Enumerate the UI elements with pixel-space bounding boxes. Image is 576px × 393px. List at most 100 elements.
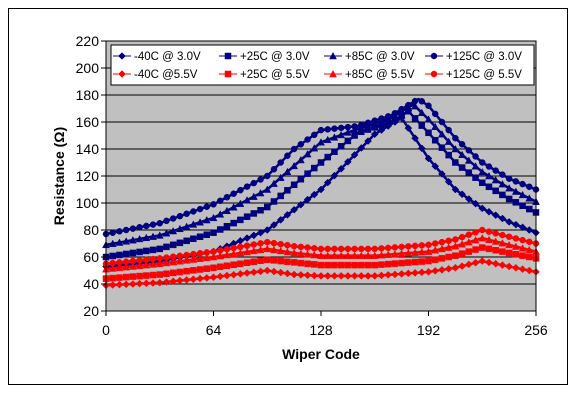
data-point xyxy=(196,274,204,283)
legend-item: +25C @ 3.0V xyxy=(219,51,310,63)
data-point xyxy=(512,178,520,185)
data-point xyxy=(142,233,151,242)
data-point xyxy=(210,201,217,208)
series-85c-5-5v xyxy=(102,234,540,273)
data-point xyxy=(149,260,157,268)
data-point xyxy=(499,191,506,199)
data-point xyxy=(163,243,170,251)
data-point xyxy=(216,226,224,233)
data-point xyxy=(276,173,285,181)
data-point xyxy=(391,270,399,279)
data-point xyxy=(283,167,292,176)
data-point xyxy=(485,228,493,235)
y-tick-label: 200 xyxy=(76,60,100,76)
data-point xyxy=(390,250,399,258)
data-point xyxy=(202,253,211,262)
data-point xyxy=(109,252,116,260)
data-point xyxy=(183,251,190,259)
data-point xyxy=(499,171,506,178)
data-point xyxy=(471,162,480,170)
data-point xyxy=(491,211,500,220)
data-point xyxy=(377,251,386,259)
data-point xyxy=(464,156,473,164)
data-point xyxy=(116,251,123,259)
data-point xyxy=(297,259,305,267)
data-point xyxy=(323,178,332,187)
data-point xyxy=(444,264,453,273)
data-point xyxy=(236,199,245,207)
data-point xyxy=(216,263,224,271)
data-point xyxy=(196,266,204,273)
data-point xyxy=(350,125,359,134)
data-point xyxy=(122,280,131,289)
data-point xyxy=(418,242,426,249)
data-point xyxy=(290,181,298,189)
data-point xyxy=(290,161,299,170)
series-25c-5-5v xyxy=(102,244,540,282)
data-point xyxy=(250,258,258,265)
data-point xyxy=(115,280,124,289)
legend-marker xyxy=(430,70,438,78)
data-point xyxy=(283,210,292,219)
data-point xyxy=(505,262,513,271)
data-point xyxy=(290,270,298,279)
data-point xyxy=(344,157,352,166)
data-point xyxy=(404,269,413,278)
data-point xyxy=(472,174,479,181)
data-point xyxy=(209,273,218,282)
data-point xyxy=(203,249,211,256)
data-point xyxy=(471,258,480,267)
data-point xyxy=(283,269,292,278)
data-point xyxy=(264,172,271,180)
data-point xyxy=(498,214,507,223)
data-point xyxy=(511,242,520,250)
data-point xyxy=(108,264,117,272)
data-point xyxy=(525,194,534,202)
data-point xyxy=(108,239,117,247)
data-point xyxy=(445,151,452,159)
data-point xyxy=(471,199,480,208)
data-point xyxy=(330,251,339,259)
data-point xyxy=(264,256,271,263)
data-point xyxy=(189,255,198,263)
y-tick-label: 60 xyxy=(83,249,99,265)
data-point xyxy=(229,270,238,279)
data-point xyxy=(458,240,467,248)
data-point xyxy=(472,246,479,253)
data-point xyxy=(465,248,473,255)
data-point xyxy=(431,266,440,275)
data-point xyxy=(499,231,506,239)
data-point xyxy=(438,118,446,126)
data-point xyxy=(431,136,439,144)
data-point xyxy=(169,241,177,249)
data-point xyxy=(317,126,325,134)
legend-marker xyxy=(224,70,232,78)
data-point xyxy=(189,275,198,284)
data-point xyxy=(384,113,392,120)
data-point xyxy=(425,129,432,137)
data-point xyxy=(176,252,184,260)
data-point xyxy=(491,237,500,245)
data-point xyxy=(270,179,278,187)
data-point xyxy=(498,261,507,269)
data-point xyxy=(438,144,446,151)
data-point xyxy=(230,261,237,269)
data-point xyxy=(431,240,439,247)
data-point xyxy=(371,245,378,253)
data-point xyxy=(378,115,385,122)
data-point xyxy=(451,144,460,153)
data-point xyxy=(216,272,225,281)
legend-marker xyxy=(224,52,232,60)
data-point xyxy=(257,207,264,214)
data-point xyxy=(438,244,446,253)
data-point xyxy=(364,251,372,259)
data-point xyxy=(424,267,433,276)
data-point xyxy=(364,137,372,145)
legend-label: +125C @ 3.0V xyxy=(446,51,522,63)
data-point xyxy=(149,271,157,279)
y-axis-ticks: 20 40 60 80 100 120 140 160 180 200 220 xyxy=(76,33,106,319)
data-point xyxy=(526,253,533,261)
data-point xyxy=(182,276,191,284)
data-point xyxy=(202,274,211,282)
data-point xyxy=(344,123,352,131)
